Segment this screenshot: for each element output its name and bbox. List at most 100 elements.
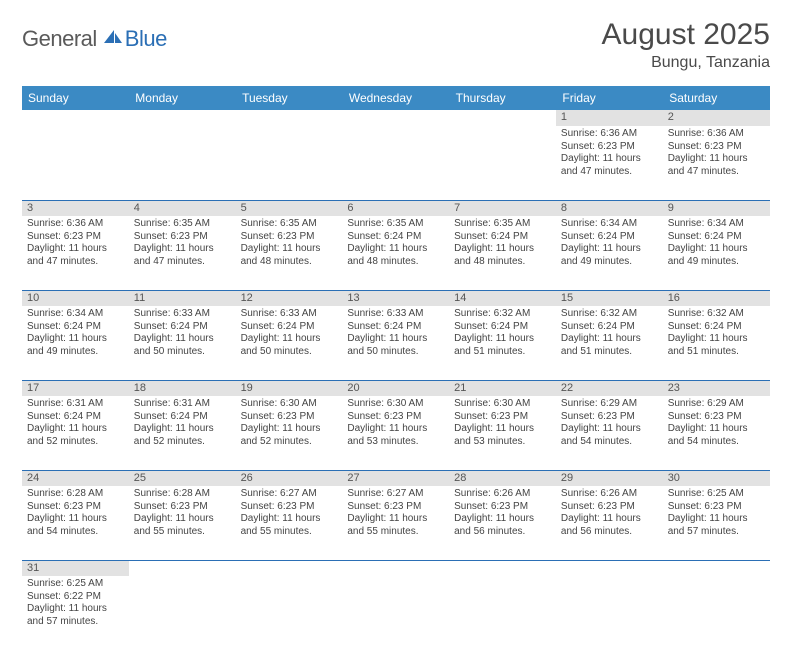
empty-cell bbox=[449, 110, 556, 126]
day-details: Sunrise: 6:36 AMSunset: 6:23 PMDaylight:… bbox=[663, 126, 770, 182]
daylight-line: Daylight: 11 hours and 50 minutes. bbox=[347, 333, 444, 358]
day-cell: Sunrise: 6:36 AMSunset: 6:23 PMDaylight:… bbox=[663, 126, 770, 200]
day-details: Sunrise: 6:32 AMSunset: 6:24 PMDaylight:… bbox=[663, 306, 770, 362]
day-number: 3 bbox=[22, 201, 129, 215]
day-cell: Sunrise: 6:35 AMSunset: 6:23 PMDaylight:… bbox=[129, 216, 236, 290]
calendar-table: SundayMondayTuesdayWednesdayThursdayFrid… bbox=[22, 86, 770, 650]
sunset-line: Sunset: 6:24 PM bbox=[27, 411, 124, 424]
empty-cell bbox=[663, 560, 770, 576]
sunrise-line: Sunrise: 6:28 AM bbox=[134, 488, 231, 501]
week-row: Sunrise: 6:28 AMSunset: 6:23 PMDaylight:… bbox=[22, 486, 770, 560]
empty-cell bbox=[129, 560, 236, 576]
empty-cell bbox=[236, 126, 343, 200]
empty-cell bbox=[449, 576, 556, 650]
sunset-line: Sunset: 6:24 PM bbox=[347, 321, 444, 334]
sunset-line: Sunset: 6:24 PM bbox=[347, 231, 444, 244]
day-number-cell: 28 bbox=[449, 470, 556, 486]
day-number-cell: 13 bbox=[342, 290, 449, 306]
daylight-line: Daylight: 11 hours and 48 minutes. bbox=[347, 243, 444, 268]
sunset-line: Sunset: 6:24 PM bbox=[454, 321, 551, 334]
daylight-line: Daylight: 11 hours and 53 minutes. bbox=[347, 423, 444, 448]
day-cell: Sunrise: 6:35 AMSunset: 6:24 PMDaylight:… bbox=[342, 216, 449, 290]
day-cell: Sunrise: 6:32 AMSunset: 6:24 PMDaylight:… bbox=[449, 306, 556, 380]
daylight-line: Daylight: 11 hours and 47 minutes. bbox=[134, 243, 231, 268]
empty-cell bbox=[236, 560, 343, 576]
day-number-cell: 6 bbox=[342, 200, 449, 216]
sunrise-line: Sunrise: 6:33 AM bbox=[347, 308, 444, 321]
day-details: Sunrise: 6:28 AMSunset: 6:23 PMDaylight:… bbox=[22, 486, 129, 542]
sunrise-line: Sunrise: 6:26 AM bbox=[561, 488, 658, 501]
day-number: 27 bbox=[342, 471, 449, 485]
day-number-cell: 26 bbox=[236, 470, 343, 486]
sunset-line: Sunset: 6:23 PM bbox=[668, 501, 765, 514]
empty-cell bbox=[342, 560, 449, 576]
day-cell: Sunrise: 6:27 AMSunset: 6:23 PMDaylight:… bbox=[342, 486, 449, 560]
day-number: 8 bbox=[556, 201, 663, 215]
day-cell: Sunrise: 6:31 AMSunset: 6:24 PMDaylight:… bbox=[129, 396, 236, 470]
empty-cell bbox=[129, 110, 236, 126]
day-number: 9 bbox=[663, 201, 770, 215]
daylight-line: Daylight: 11 hours and 47 minutes. bbox=[27, 243, 124, 268]
day-details: Sunrise: 6:26 AMSunset: 6:23 PMDaylight:… bbox=[556, 486, 663, 542]
day-number-cell: 12 bbox=[236, 290, 343, 306]
day-details: Sunrise: 6:31 AMSunset: 6:24 PMDaylight:… bbox=[129, 396, 236, 452]
day-number: 21 bbox=[449, 381, 556, 395]
daylight-line: Daylight: 11 hours and 54 minutes. bbox=[668, 423, 765, 448]
empty-cell bbox=[236, 576, 343, 650]
sunrise-line: Sunrise: 6:27 AM bbox=[241, 488, 338, 501]
sunrise-line: Sunrise: 6:29 AM bbox=[561, 398, 658, 411]
daylight-line: Daylight: 11 hours and 55 minutes. bbox=[347, 513, 444, 538]
day-details: Sunrise: 6:34 AMSunset: 6:24 PMDaylight:… bbox=[556, 216, 663, 272]
weekday-header: Tuesday bbox=[236, 86, 343, 110]
sunrise-line: Sunrise: 6:36 AM bbox=[668, 128, 765, 141]
day-number-cell: 2 bbox=[663, 110, 770, 126]
sunrise-line: Sunrise: 6:34 AM bbox=[668, 218, 765, 231]
sunset-line: Sunset: 6:23 PM bbox=[454, 411, 551, 424]
sunset-line: Sunset: 6:23 PM bbox=[347, 501, 444, 514]
day-details: Sunrise: 6:27 AMSunset: 6:23 PMDaylight:… bbox=[236, 486, 343, 542]
logo-text-blue: Blue bbox=[125, 26, 167, 52]
day-number: 24 bbox=[22, 471, 129, 485]
sunrise-line: Sunrise: 6:25 AM bbox=[27, 578, 124, 591]
sunrise-line: Sunrise: 6:32 AM bbox=[561, 308, 658, 321]
empty-cell bbox=[342, 110, 449, 126]
day-details: Sunrise: 6:35 AMSunset: 6:24 PMDaylight:… bbox=[342, 216, 449, 272]
day-cell: Sunrise: 6:33 AMSunset: 6:24 PMDaylight:… bbox=[236, 306, 343, 380]
day-number: 18 bbox=[129, 381, 236, 395]
day-details: Sunrise: 6:30 AMSunset: 6:23 PMDaylight:… bbox=[449, 396, 556, 452]
day-cell: Sunrise: 6:27 AMSunset: 6:23 PMDaylight:… bbox=[236, 486, 343, 560]
day-cell: Sunrise: 6:34 AMSunset: 6:24 PMDaylight:… bbox=[663, 216, 770, 290]
sunset-line: Sunset: 6:23 PM bbox=[241, 411, 338, 424]
sunset-line: Sunset: 6:24 PM bbox=[134, 411, 231, 424]
day-number-cell: 31 bbox=[22, 560, 129, 576]
day-details: Sunrise: 6:34 AMSunset: 6:24 PMDaylight:… bbox=[22, 306, 129, 362]
day-cell: Sunrise: 6:34 AMSunset: 6:24 PMDaylight:… bbox=[556, 216, 663, 290]
day-number-cell: 3 bbox=[22, 200, 129, 216]
daylight-line: Daylight: 11 hours and 54 minutes. bbox=[561, 423, 658, 448]
day-details: Sunrise: 6:27 AMSunset: 6:23 PMDaylight:… bbox=[342, 486, 449, 542]
day-details: Sunrise: 6:35 AMSunset: 6:23 PMDaylight:… bbox=[129, 216, 236, 272]
day-number: 17 bbox=[22, 381, 129, 395]
sunset-line: Sunset: 6:24 PM bbox=[241, 321, 338, 334]
day-number-cell: 18 bbox=[129, 380, 236, 396]
daylight-line: Daylight: 11 hours and 47 minutes. bbox=[668, 153, 765, 178]
sunset-line: Sunset: 6:23 PM bbox=[668, 141, 765, 154]
day-details: Sunrise: 6:29 AMSunset: 6:23 PMDaylight:… bbox=[556, 396, 663, 452]
day-details: Sunrise: 6:28 AMSunset: 6:23 PMDaylight:… bbox=[129, 486, 236, 542]
logo-text-general: General bbox=[22, 26, 97, 52]
daylight-line: Daylight: 11 hours and 50 minutes. bbox=[134, 333, 231, 358]
daynum-row: 31 bbox=[22, 560, 770, 576]
day-cell: Sunrise: 6:26 AMSunset: 6:23 PMDaylight:… bbox=[556, 486, 663, 560]
day-details: Sunrise: 6:25 AMSunset: 6:23 PMDaylight:… bbox=[663, 486, 770, 542]
sunrise-line: Sunrise: 6:34 AM bbox=[27, 308, 124, 321]
day-details: Sunrise: 6:31 AMSunset: 6:24 PMDaylight:… bbox=[22, 396, 129, 452]
day-number: 22 bbox=[556, 381, 663, 395]
daylight-line: Daylight: 11 hours and 51 minutes. bbox=[668, 333, 765, 358]
day-number: 12 bbox=[236, 291, 343, 305]
sunrise-line: Sunrise: 6:29 AM bbox=[668, 398, 765, 411]
empty-cell bbox=[449, 560, 556, 576]
day-number-cell: 19 bbox=[236, 380, 343, 396]
day-number-cell: 4 bbox=[129, 200, 236, 216]
daylight-line: Daylight: 11 hours and 52 minutes. bbox=[27, 423, 124, 448]
day-number: 16 bbox=[663, 291, 770, 305]
